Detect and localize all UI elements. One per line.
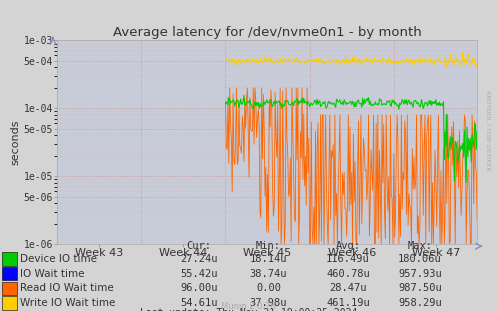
Text: Min:: Min: [256, 241, 281, 252]
Title: Average latency for /dev/nvme0n1 - by month: Average latency for /dev/nvme0n1 - by mo… [113, 26, 421, 39]
Text: 0.00: 0.00 [256, 283, 281, 293]
Text: 37.98u: 37.98u [249, 298, 287, 308]
Text: 957.93u: 957.93u [398, 269, 442, 279]
Text: 461.19u: 461.19u [326, 298, 370, 308]
Bar [2, 252, 17, 266]
Text: IO Wait time: IO Wait time [20, 269, 84, 279]
Text: Read IO Wait time: Read IO Wait time [20, 283, 114, 293]
Text: 180.06u: 180.06u [398, 254, 442, 264]
Text: 27.24u: 27.24u [180, 254, 218, 264]
Bar [2, 281, 17, 295]
Text: 116.49u: 116.49u [326, 254, 370, 264]
Text: RRDTOOL / TOBI OETIKER: RRDTOOL / TOBI OETIKER [486, 90, 491, 171]
Text: 958.29u: 958.29u [398, 298, 442, 308]
Text: 987.50u: 987.50u [398, 283, 442, 293]
Y-axis label: seconds: seconds [11, 119, 21, 165]
Text: Write IO Wait time: Write IO Wait time [20, 298, 115, 308]
Text: Last update: Thu Nov 21 19:00:25 2024: Last update: Thu Nov 21 19:00:25 2024 [140, 308, 357, 311]
Bar [2, 296, 17, 310]
Text: Cur:: Cur: [186, 241, 211, 252]
Text: Munin 2.0.76: Munin 2.0.76 [221, 302, 276, 311]
Text: Device IO time: Device IO time [20, 254, 97, 264]
Text: 96.00u: 96.00u [180, 283, 218, 293]
Text: 460.78u: 460.78u [326, 269, 370, 279]
Text: Avg:: Avg: [335, 241, 360, 252]
Bar [2, 267, 17, 280]
Text: Max:: Max: [408, 241, 432, 252]
Text: 55.42u: 55.42u [180, 269, 218, 279]
Text: 38.74u: 38.74u [249, 269, 287, 279]
Text: 54.61u: 54.61u [180, 298, 218, 308]
Text: 18.14u: 18.14u [249, 254, 287, 264]
Text: 28.47u: 28.47u [329, 283, 367, 293]
